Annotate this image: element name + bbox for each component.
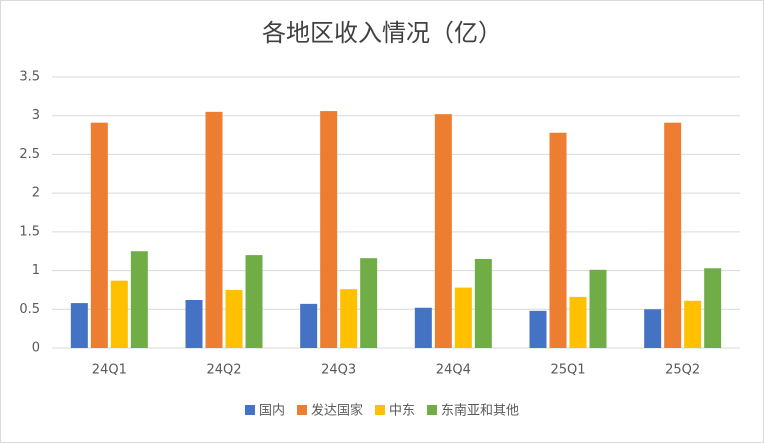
y-tick-label: 0 [32,341,40,356]
x-tick-label: 24Q3 [321,363,356,378]
bar [130,251,148,348]
y-tick-label: 3 [32,108,40,123]
bar [474,258,492,348]
bar [360,258,378,348]
y-tick-label: 3.5 [19,70,40,85]
x-tick-label: 25Q2 [665,363,700,378]
bar [664,122,682,348]
bar [300,303,318,348]
x-tick-label: 24Q1 [92,363,127,378]
y-tick-label: 2 [32,186,40,201]
bar [454,287,472,348]
bar [569,296,587,348]
legend-swatch [244,405,255,415]
y-tick-label: 0.5 [19,302,40,317]
x-tick-label: 25Q1 [550,363,585,378]
y-tick-label: 2.5 [19,147,40,162]
bar [225,289,243,348]
bar [414,307,432,348]
bar [90,122,108,348]
bar [245,255,263,348]
bar [644,309,662,348]
bar [185,299,203,348]
legend-swatch [427,405,438,415]
legend: 国内 发达国家 中东 东南亚和其他 [244,403,519,419]
chart-title: 各地区收入情况（亿） [262,19,502,47]
bar [529,310,547,348]
bar [589,269,607,348]
y-tick-label: 1.5 [19,224,40,239]
legend-label: 国内 [259,403,285,419]
bar [205,111,223,348]
x-tick-label: 24Q2 [206,363,241,378]
legend-swatch [375,405,385,415]
bar [340,289,358,348]
bar [704,268,722,348]
bar [434,114,452,348]
bar [549,132,567,348]
bar [110,280,128,348]
legend-label: 东南亚和其他 [441,403,519,419]
bar [684,300,702,348]
bar [70,303,88,348]
legend-label: 发达国家 [311,403,363,419]
x-tick-label: 24Q4 [436,363,471,378]
bar [320,111,338,348]
legend-label: 中东 [389,404,415,419]
y-tick-label: 1 [32,263,40,278]
legend-swatch [296,405,307,415]
